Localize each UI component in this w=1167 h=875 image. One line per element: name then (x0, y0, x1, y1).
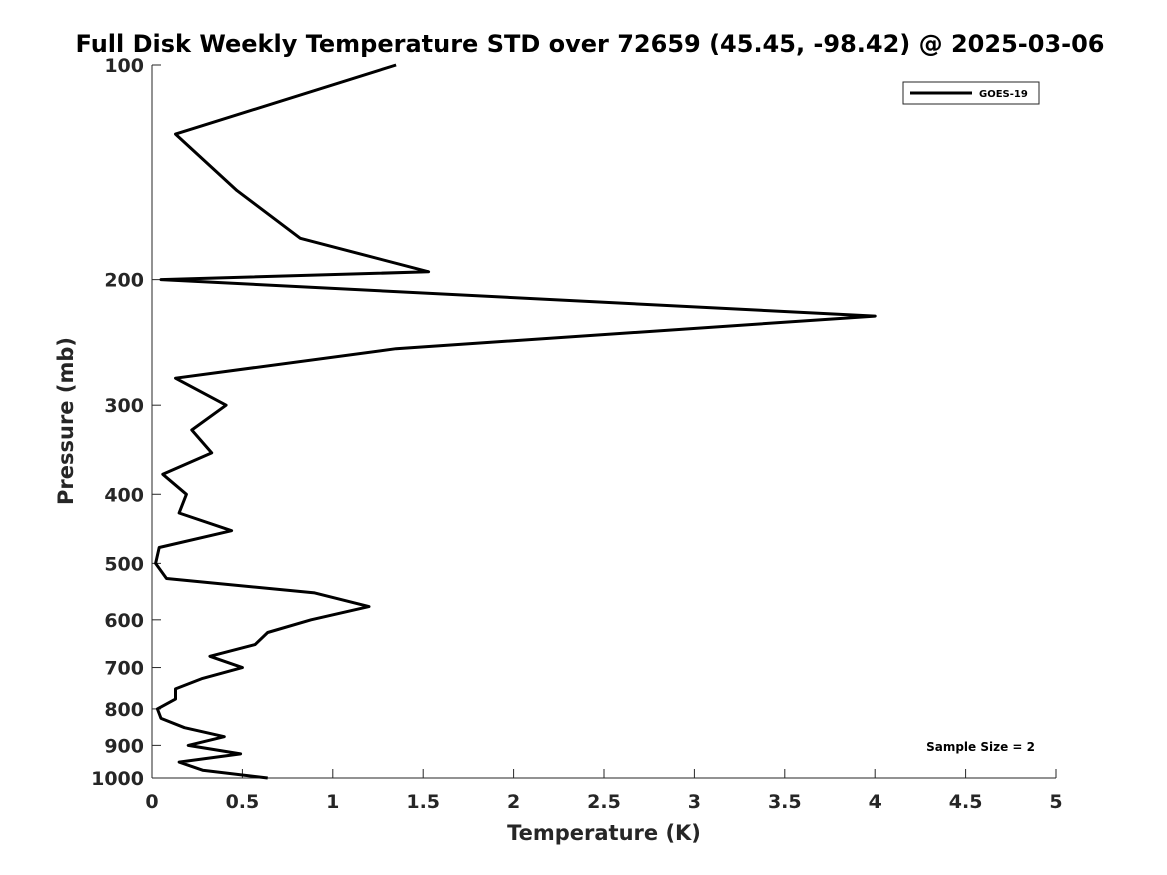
y-tick-label: 200 (104, 270, 144, 292)
chart-title: Full Disk Weekly Temperature STD over 72… (76, 30, 1105, 58)
series-line-goes-19 (154, 63, 877, 780)
x-tick-label: 3.5 (768, 791, 802, 813)
x-tick-label: 1.5 (406, 791, 440, 813)
y-tick-label: 1000 (91, 768, 144, 790)
x-tick-label: 4 (869, 791, 882, 813)
y-tick-label: 500 (104, 553, 144, 575)
y-tick-label: 700 (104, 658, 144, 680)
y-tick-label: 300 (104, 395, 144, 417)
x-tick-label: 0.5 (226, 791, 260, 813)
x-tick-label: 3 (688, 791, 701, 813)
legend-label: GOES-19 (979, 89, 1028, 100)
x-tick-label: 2.5 (587, 791, 621, 813)
x-tick-label: 1 (326, 791, 339, 813)
y-tick-label: 400 (104, 484, 144, 506)
sample-size-annotation: Sample Size = 2 (926, 740, 1035, 754)
y-axis-label: Pressure (mb) (54, 337, 78, 505)
x-axis-label: Temperature (K) (507, 821, 701, 845)
y-tick-label: 800 (104, 699, 144, 721)
y-tick-label: 900 (104, 735, 144, 757)
x-tick-label: 2 (507, 791, 520, 813)
y-tick-label: 100 (104, 55, 144, 77)
x-tick-label: 0 (145, 791, 158, 813)
x-tick-label: 5 (1049, 791, 1062, 813)
legend: GOES-19 (902, 81, 1040, 105)
plot-area: 0 0.5 1 1.5 2 2.5 3 3.5 4 4.5 5 100 200 300 400 500 600 7… (91, 55, 1063, 813)
x-tick-label: 4.5 (949, 791, 983, 813)
y-tick-label: 600 (104, 610, 144, 632)
